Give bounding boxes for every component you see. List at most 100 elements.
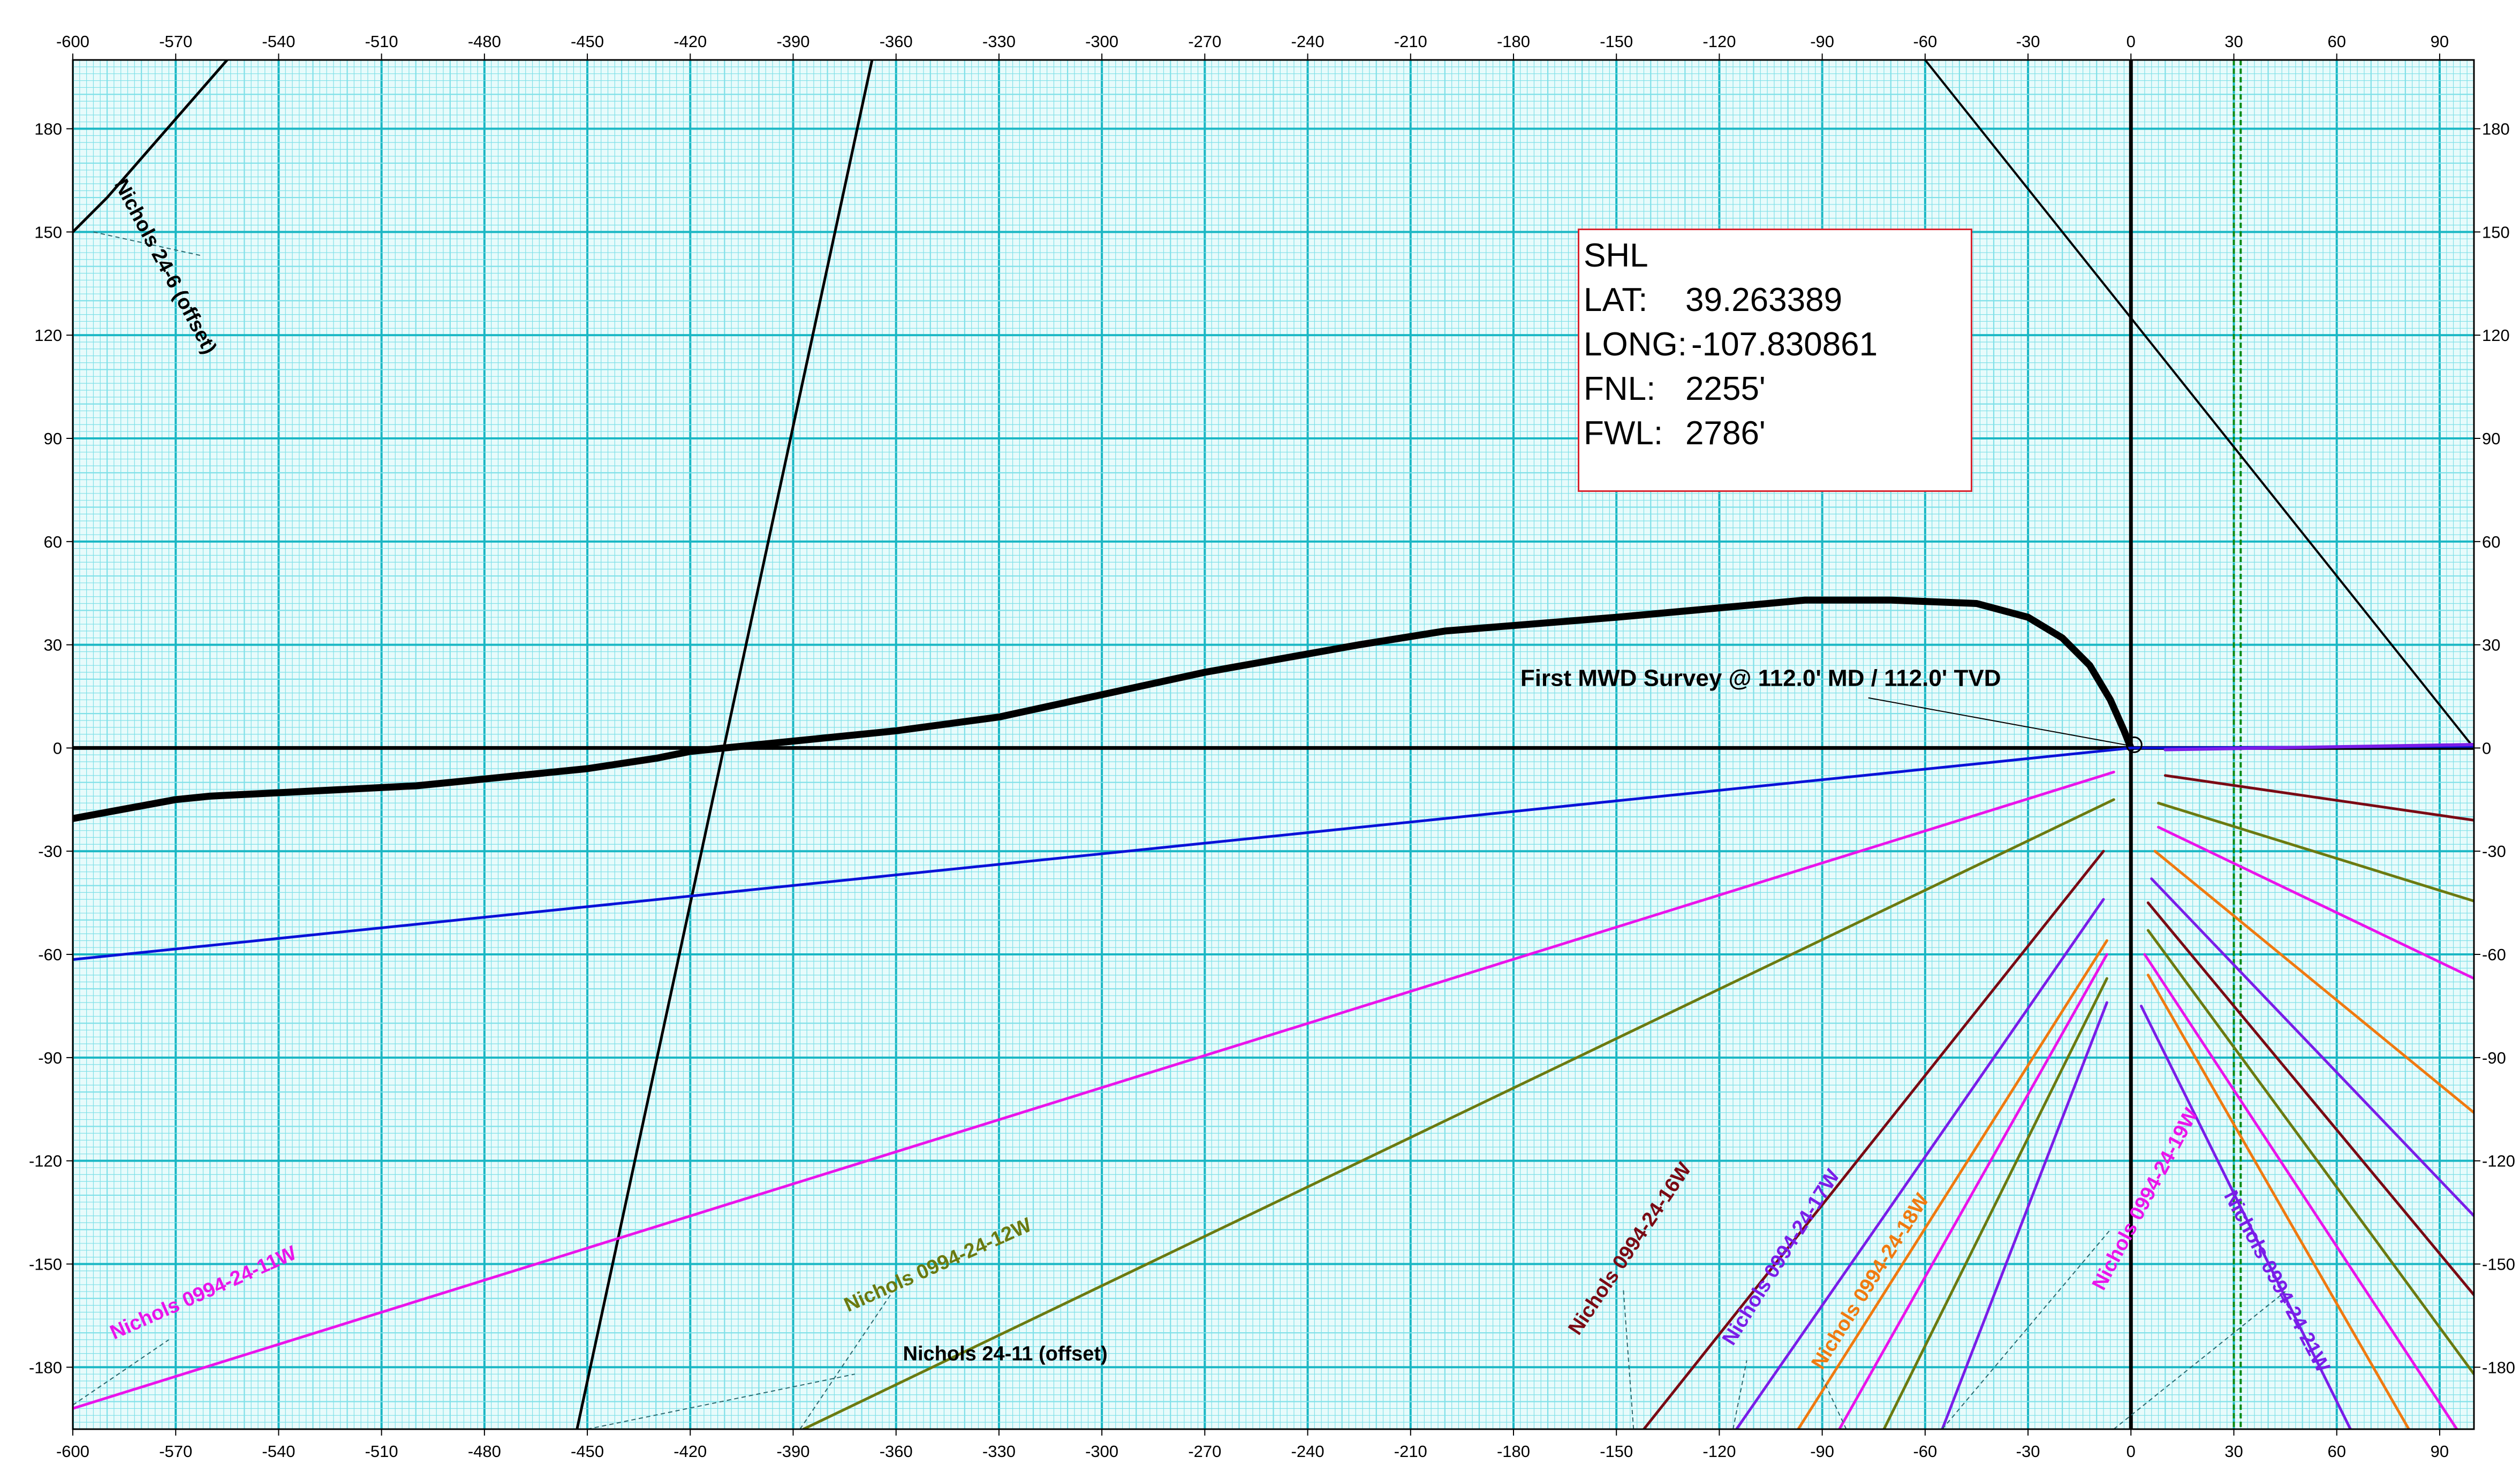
well-path-line <box>2146 929 2474 1376</box>
shl-title-row: SHL <box>1584 233 1971 278</box>
x-tick-label-top: -420 <box>673 32 707 51</box>
y-tick-label-left: -180 <box>29 1358 62 1377</box>
x-tick-label-bottom: -30 <box>2016 1442 2040 1461</box>
well-path-line <box>2146 974 2410 1429</box>
x-tick-label-top: -240 <box>1291 32 1325 51</box>
well-path-line <box>73 746 2132 961</box>
y-tick-label-left: -30 <box>38 842 62 861</box>
label-leader-line <box>587 1373 856 1430</box>
x-tick-label-top: -570 <box>159 32 192 51</box>
well-path-line <box>2157 825 2474 980</box>
y-tick-label-right: 60 <box>2482 533 2500 551</box>
well-path-line <box>73 60 229 233</box>
well-path-line <box>2153 849 2474 1114</box>
x-tick-label-bottom: -180 <box>1497 1442 1530 1461</box>
well-path-line <box>2140 1005 2352 1429</box>
x-tick-label-bottom: -330 <box>982 1442 1016 1461</box>
x-tick-label-top: 90 <box>2431 32 2449 51</box>
x-tick-label-top: -270 <box>1188 32 1221 51</box>
y-tick-label-right: -60 <box>2482 945 2506 964</box>
x-tick-label-bottom: -390 <box>776 1442 809 1461</box>
well-path-line <box>2146 901 2474 1296</box>
shl-fnl-row: FNL: 2255' <box>1584 367 1971 411</box>
label-leader-line <box>2113 1291 2286 1430</box>
y-tick-label-right: -150 <box>2482 1255 2515 1273</box>
y-tick-label-right: 120 <box>2482 326 2510 345</box>
annotation-label: First MWD Survey @ 112.0' MD / 112.0' TV… <box>1520 665 2001 692</box>
y-tick-label-left: 60 <box>44 533 62 551</box>
x-tick-label-bottom: -90 <box>1810 1442 1834 1461</box>
x-tick-label-top: -480 <box>468 32 501 51</box>
x-tick-label-top: -210 <box>1394 32 1427 51</box>
well-path-line <box>1882 977 2108 1429</box>
x-tick-label-top: -180 <box>1497 32 1530 51</box>
y-tick-label-left: 150 <box>34 223 62 241</box>
x-tick-label-bottom: -120 <box>1702 1442 1736 1461</box>
survey-point-marker <box>2125 736 2143 753</box>
lat-value: 39.263389 <box>1685 282 1843 318</box>
y-tick-label-left: 30 <box>44 636 62 655</box>
annotation-arrow <box>1868 697 2131 747</box>
y-tick-label-right: 90 <box>2482 429 2500 448</box>
label-leader-line <box>93 231 203 257</box>
well-path-line <box>2163 774 2474 822</box>
x-tick-label-top: -120 <box>1702 32 1736 51</box>
x-tick-label-bottom: 30 <box>2224 1442 2243 1461</box>
x-tick-label-bottom: -420 <box>673 1442 707 1461</box>
y-tick-label-right: -180 <box>2482 1358 2515 1377</box>
label-leaders <box>72 231 2286 1430</box>
well-path-line <box>2163 743 2474 752</box>
x-tick-label-top: -30 <box>2016 32 2040 51</box>
shl-fwl-row: FWL: 2786' <box>1584 411 1971 456</box>
y-tick-label-left: -120 <box>29 1152 62 1171</box>
fnl-label: FNL: <box>1584 370 1656 407</box>
x-tick-label-bottom: -450 <box>571 1442 604 1461</box>
y-tick-label-left: 180 <box>34 120 62 139</box>
label-leader-line <box>1732 1360 1747 1430</box>
well-path-line <box>1838 953 2108 1429</box>
x-tick-label-bottom: -210 <box>1394 1442 1427 1461</box>
y-tick-label-right: 0 <box>2482 739 2491 757</box>
well-path-line <box>2143 953 2458 1429</box>
x-tick-label-top: -300 <box>1085 32 1118 51</box>
y-tick-label-left: 0 <box>53 739 62 757</box>
y-tick-label-left: -60 <box>38 945 62 964</box>
plot-frame <box>72 59 2475 1430</box>
x-tick-label-top: -150 <box>1600 32 1633 51</box>
well-path-line <box>2150 877 2474 1217</box>
x-tick-label-bottom: 0 <box>2127 1442 2136 1461</box>
label-leader-line <box>1821 1377 1847 1430</box>
x-tick-label-bottom: -540 <box>262 1442 295 1461</box>
series-layer <box>73 60 2474 1429</box>
well-path-line <box>1797 939 2108 1429</box>
x-tick-label-bottom: -480 <box>468 1442 501 1461</box>
x-tick-label-bottom: -240 <box>1291 1442 1325 1461</box>
y-tick-label-right: -90 <box>2482 1049 2506 1067</box>
actual-wellpath-line <box>73 596 2135 822</box>
x-tick-label-top: 30 <box>2224 32 2243 51</box>
x-tick-label-bottom: -510 <box>365 1442 398 1461</box>
x-tick-label-bottom: -300 <box>1085 1442 1118 1461</box>
axis-ticks: -600-600-570-570-540-540-510-510-480-480… <box>29 32 2515 1461</box>
well-path-line <box>1941 1001 2108 1429</box>
x-tick-label-bottom: -360 <box>880 1442 913 1461</box>
y-tick-label-right: 180 <box>2482 120 2510 139</box>
well-path-line <box>576 60 874 1429</box>
well-path-line <box>2157 801 2474 902</box>
well-path-line <box>73 770 2115 1410</box>
x-tick-label-top: 0 <box>2127 32 2136 51</box>
survey-annotation: First MWD Survey @ 112.0' MD / 112.0' TV… <box>1520 665 2143 753</box>
x-tick-label-top: -330 <box>982 32 1016 51</box>
shl-long-row: LONG: -107.830861 <box>1584 322 1971 367</box>
y-tick-label-left: 90 <box>44 429 62 448</box>
x-tick-label-bottom: 60 <box>2327 1442 2345 1461</box>
label-leader-line <box>799 1291 894 1430</box>
x-tick-label-top: -600 <box>56 32 89 51</box>
x-tick-label-top: -450 <box>571 32 604 51</box>
x-tick-label-top: -90 <box>1810 32 1834 51</box>
label-leader-line <box>1623 1288 1634 1430</box>
x-tick-label-top: 60 <box>2327 32 2345 51</box>
long-label: LONG: <box>1584 326 1687 363</box>
long-value: -107.830861 <box>1691 326 1878 363</box>
